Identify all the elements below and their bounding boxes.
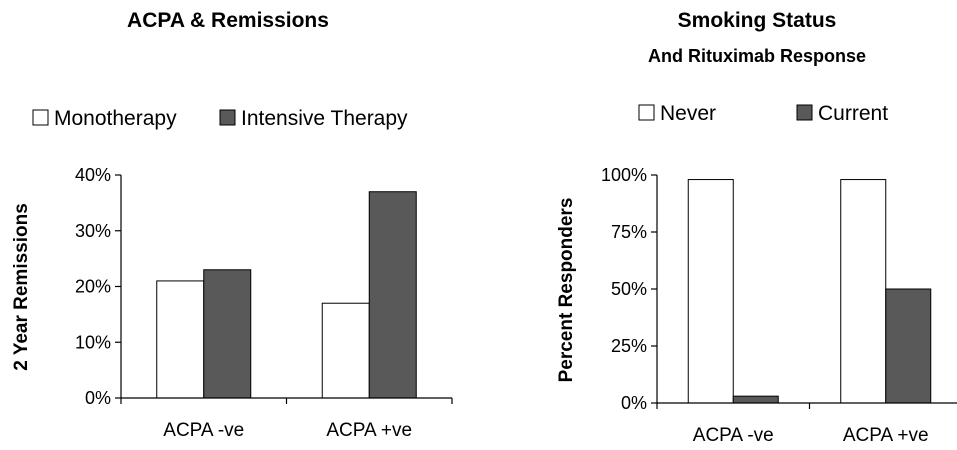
bar-current: [732, 395, 779, 404]
legend-swatch: [32, 109, 49, 126]
legend-label: Never: [660, 102, 716, 125]
bar-never: [687, 179, 734, 404]
bar-monotherapy: [156, 280, 205, 399]
x-tick-label: ACPA -ve: [693, 425, 774, 446]
y-tick-label: 40%: [75, 165, 111, 185]
plot-area: ACPA -ve ACPA +ve 0% 25% 50% 75% 100%: [601, 165, 957, 446]
x-tick-label: ACPA -ve: [163, 420, 244, 441]
y-tick-label: 0%: [621, 393, 647, 413]
y-tick-label: 30%: [75, 221, 111, 241]
bar-current: [885, 288, 932, 404]
legend: Monotherapy Intensive Therapy: [32, 107, 408, 130]
y-axis-label: Percent Responders: [556, 198, 577, 383]
x-tick-label: ACPA +ve: [843, 425, 929, 446]
y-tick-label: 20%: [75, 277, 111, 297]
bar-intensive-therapy: [368, 191, 417, 399]
bar-intensive-therapy: [203, 269, 252, 399]
chart-subtitle: And Rituximab Response: [648, 46, 866, 66]
legend-label: Intensive Therapy: [241, 107, 408, 130]
y-tick-label: 10%: [75, 332, 111, 352]
y-tick-label: 75%: [611, 222, 647, 242]
legend-label: Monotherapy: [54, 107, 177, 130]
y-tick-label: 25%: [611, 336, 647, 356]
chart-title: Smoking Status: [678, 9, 837, 32]
bar-monotherapy: [321, 302, 370, 399]
legend: Never Current: [638, 102, 888, 125]
legend-swatch: [638, 104, 655, 121]
legend-label: Current: [818, 102, 888, 125]
y-tick-label: 0%: [85, 388, 111, 408]
bar-never: [840, 179, 887, 404]
y-tick-label: 50%: [611, 279, 647, 299]
plot-area: ACPA -ve ACPA +ve 0% 10% 20% 30% 40%: [75, 165, 453, 441]
chart-acpa-remissions: ACPA & Remissions Monotherapy Intensive …: [11, 9, 453, 441]
y-axis-label: 2 Year Remissions: [11, 203, 32, 371]
legend-swatch: [219, 109, 236, 126]
legend-swatch: [796, 104, 813, 121]
x-tick-label: ACPA +ve: [326, 420, 412, 441]
chart-title: ACPA & Remissions: [127, 9, 329, 32]
chart-smoking-status: Smoking Status And Rituximab Response Ne…: [556, 9, 957, 446]
y-tick-label: 100%: [601, 165, 647, 185]
